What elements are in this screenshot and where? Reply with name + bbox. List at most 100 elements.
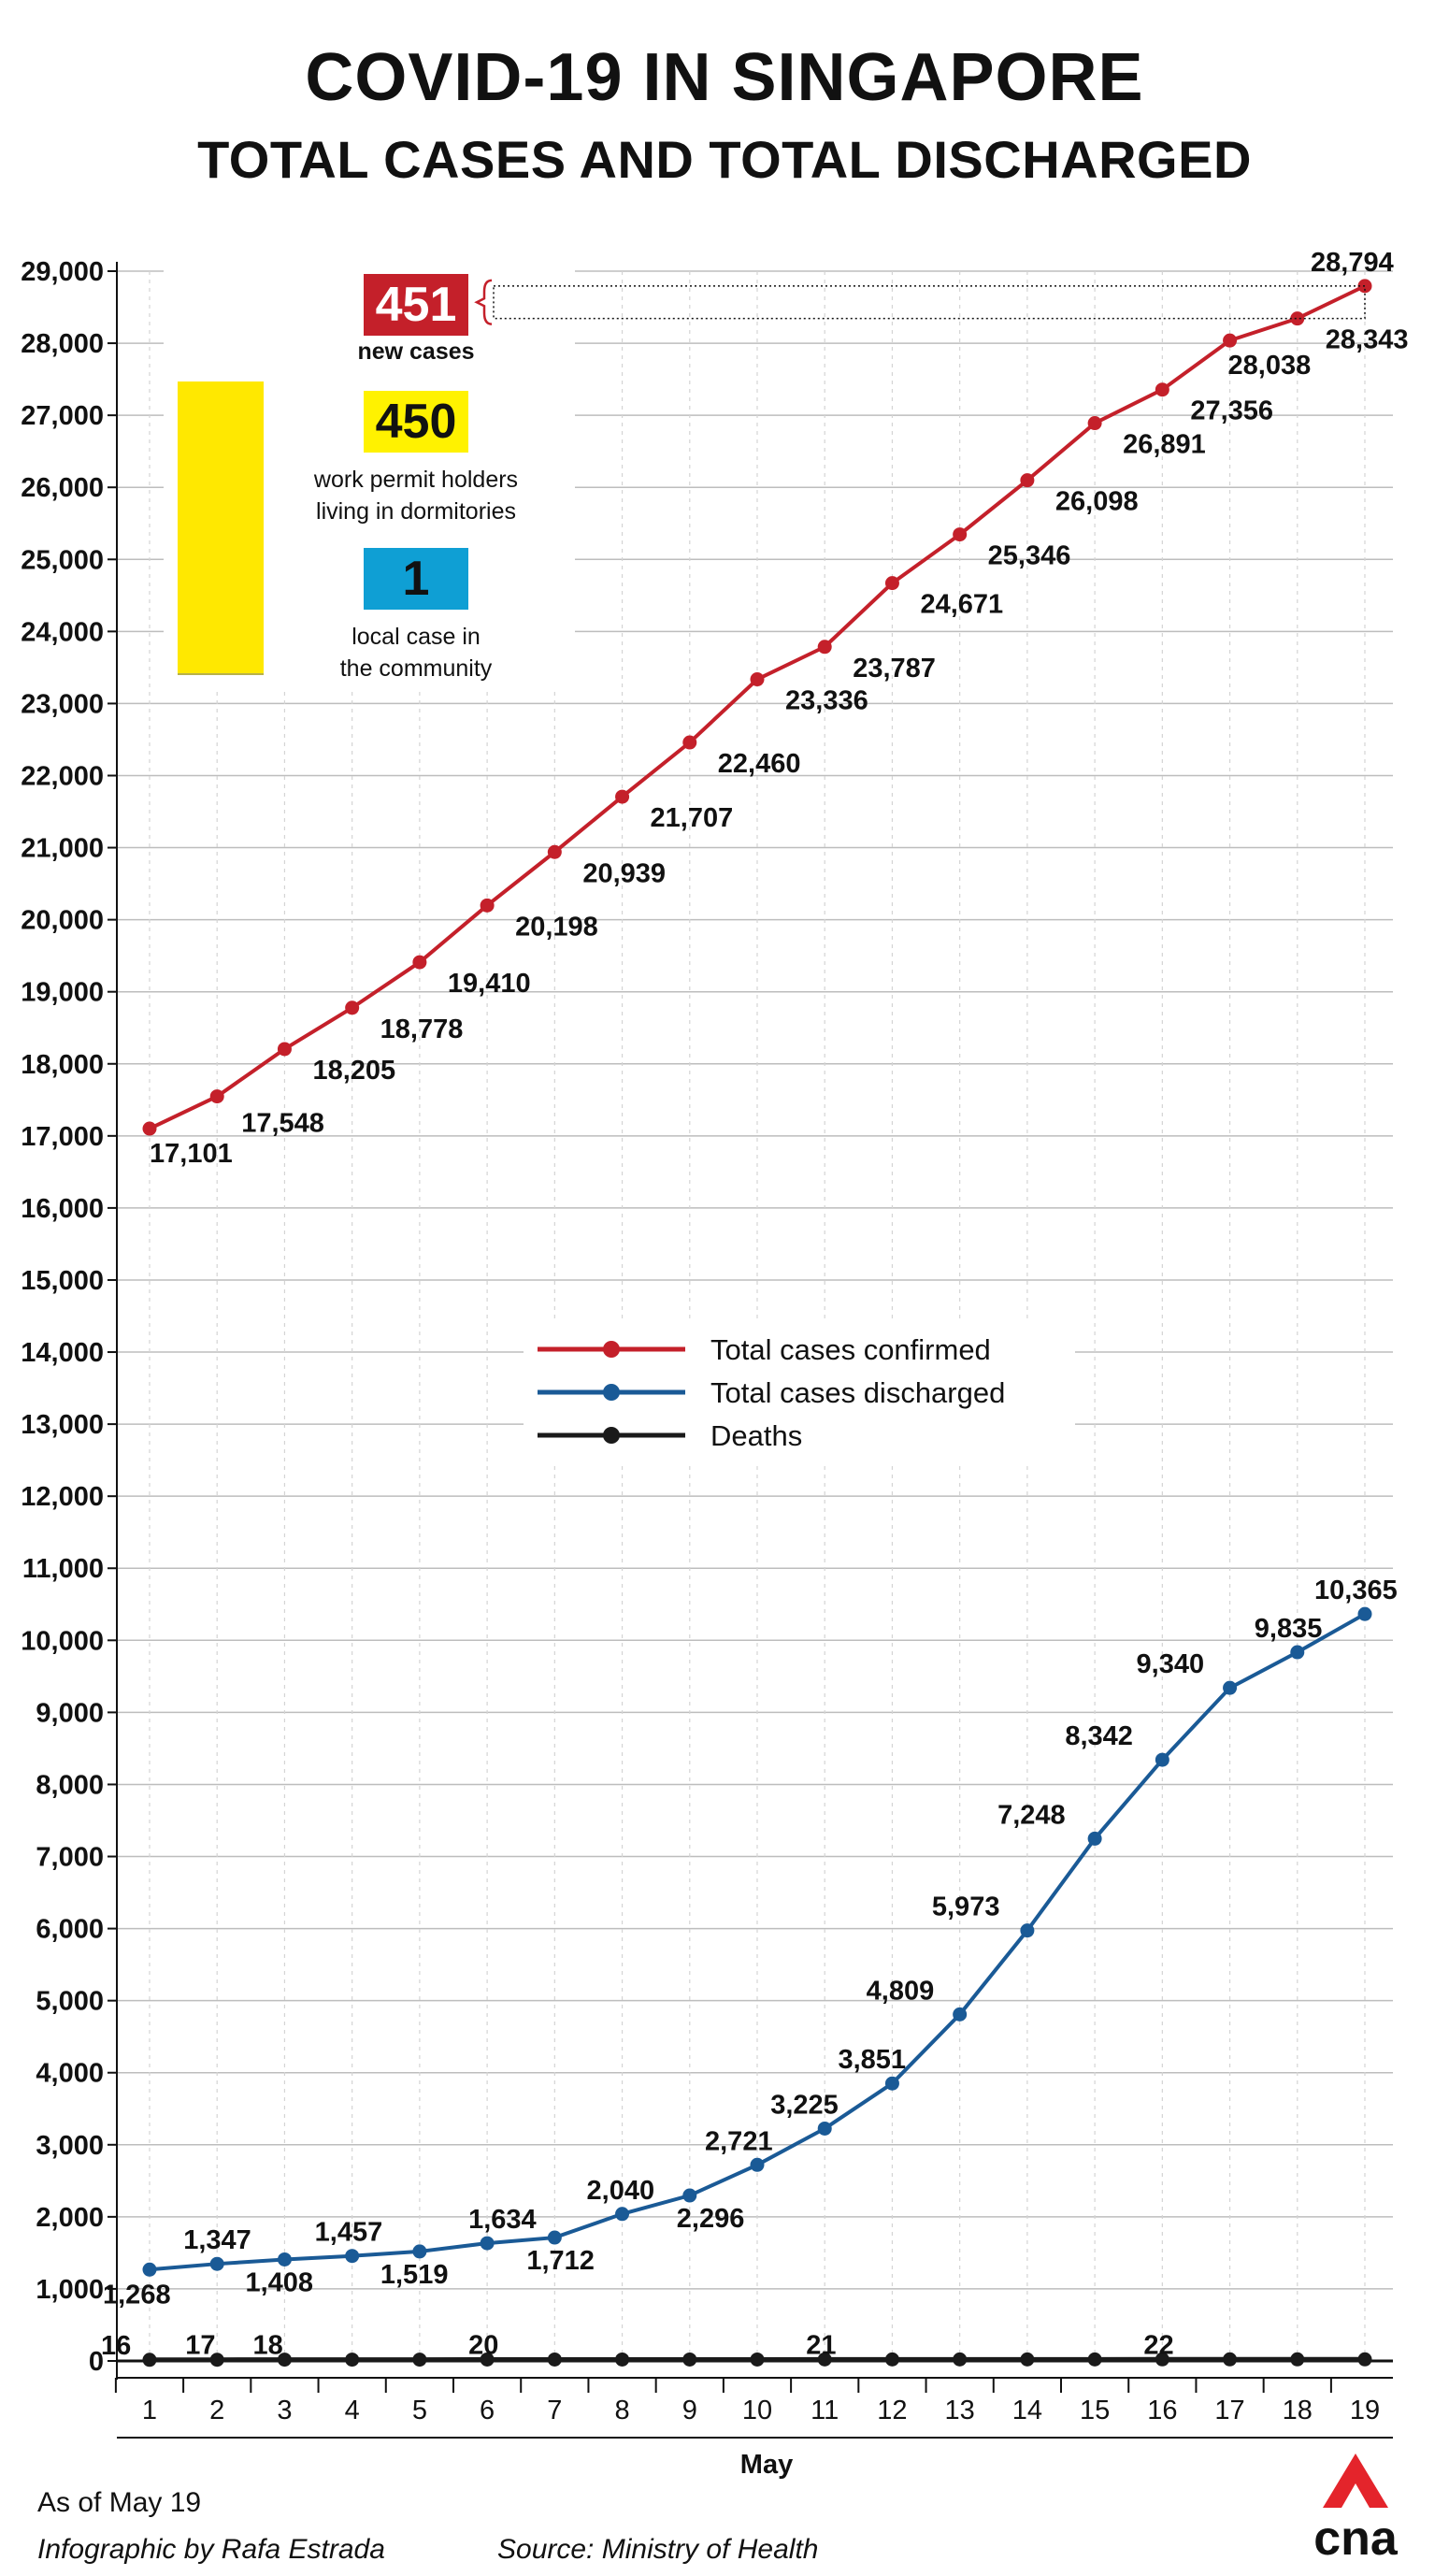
- y-tick-label: 24,000: [21, 617, 104, 647]
- data-label: 4,809: [867, 1976, 935, 2006]
- new-cases-bracket: [474, 279, 1366, 325]
- data-label: 26,891: [1123, 430, 1206, 460]
- x-tick-label: 19: [1350, 2396, 1380, 2425]
- data-point: [1357, 2352, 1372, 2367]
- x-tick-label: 6: [480, 2396, 495, 2425]
- y-tick-label: 21,000: [21, 834, 104, 864]
- data-point: [209, 2256, 224, 2271]
- data-source: Source: Ministry of Health: [497, 2534, 819, 2565]
- y-tick-label: 17,000: [21, 1122, 104, 1152]
- legend-marker: [603, 1384, 620, 1401]
- legend-marker: [603, 1341, 620, 1358]
- community-caption-line1: local case in: [351, 624, 481, 650]
- infographic-credit: Infographic by Rafa Estrada: [37, 2534, 385, 2565]
- data-label: 18: [252, 2331, 282, 2361]
- data-point: [277, 2252, 292, 2267]
- x-tick-label: 8: [614, 2396, 629, 2425]
- y-tick-label: 23,000: [21, 689, 104, 719]
- y-tick-label: 26,000: [21, 473, 104, 503]
- data-label: 21: [806, 2330, 836, 2360]
- x-tick-label: 4: [345, 2396, 360, 2425]
- y-tick-label: 9,000: [36, 1698, 104, 1728]
- community-cases-badge: 1: [364, 548, 468, 610]
- data-point: [884, 576, 899, 591]
- data-labels: 17,101 17,548 18,205 18,778 19,410 20,198 20,9…: [101, 248, 1408, 2361]
- data-point: [1290, 311, 1305, 326]
- data-point: [142, 2353, 157, 2367]
- data-point: [615, 2352, 630, 2367]
- y-tick-label: 13,000: [21, 1410, 104, 1440]
- x-tick-label: 17: [1214, 2396, 1244, 2425]
- data-point: [412, 955, 427, 970]
- y-tick-label: 14,000: [21, 1338, 104, 1368]
- data-point: [750, 672, 765, 687]
- data-point: [884, 2076, 899, 2091]
- data-point: [1020, 473, 1035, 488]
- data-label: 1,457: [315, 2218, 383, 2248]
- data-point: [142, 2262, 157, 2277]
- data-point: [547, 844, 562, 859]
- data-point: [480, 898, 495, 913]
- data-label: 17,101: [150, 1139, 233, 1169]
- y-tick-label: 28,000: [21, 329, 104, 359]
- data-label: 1,712: [526, 2246, 595, 2276]
- data-label: 19,410: [448, 969, 531, 999]
- y-tick-label: 7,000: [36, 1843, 104, 1873]
- y-tick-label: 8,000: [36, 1770, 104, 1800]
- legend: Total cases confirmed Total cases dischar…: [538, 1333, 1005, 1452]
- data-point: [1020, 2352, 1035, 2367]
- legend-marker: [603, 1427, 620, 1444]
- y-tick-label: 22,000: [21, 761, 104, 791]
- data-point: [953, 2352, 968, 2367]
- data-label: 1,634: [468, 2205, 537, 2235]
- y-tick-label: 4,000: [36, 2059, 104, 2089]
- y-tick-label: 5,000: [36, 1987, 104, 2017]
- data-label: 23,336: [785, 686, 868, 716]
- data-label: 1,347: [183, 2225, 251, 2255]
- y-tick-label: 20,000: [21, 906, 104, 936]
- data-label: 24,671: [920, 590, 1003, 620]
- x-axis-label: May: [740, 2450, 793, 2480]
- data-label: 17: [185, 2331, 215, 2361]
- x-tick-label: 3: [277, 2396, 292, 2425]
- data-label: 8,342: [1065, 1721, 1133, 1751]
- data-label: 26,098: [1055, 487, 1139, 517]
- y-tick-label: 2,000: [36, 2203, 104, 2233]
- data-point: [1223, 2352, 1238, 2367]
- data-point: [1087, 416, 1102, 431]
- data-label: 3,851: [838, 2045, 906, 2075]
- data-point: [1290, 2352, 1305, 2367]
- x-tick-label: 18: [1283, 2396, 1313, 2425]
- dormitory-cases-badge: 450: [364, 391, 468, 453]
- data-label: 18,205: [312, 1056, 395, 1086]
- data-label: 9,340: [1137, 1649, 1205, 1679]
- x-tick-label: 5: [412, 2396, 427, 2425]
- data-label: 25,346: [988, 541, 1071, 571]
- dormitory-caption-line2: living in dormitories: [316, 498, 516, 525]
- y-tick-label: 18,000: [21, 1050, 104, 1080]
- data-label: 7,248: [997, 1800, 1066, 1830]
- y-tick-label: 6,000: [36, 1915, 104, 1945]
- data-point: [1087, 1831, 1102, 1846]
- data-label: 2,040: [587, 2176, 655, 2206]
- data-point: [1087, 2352, 1102, 2367]
- y-tick-label: 16,000: [21, 1194, 104, 1224]
- y-tick-label: 29,000: [21, 257, 104, 287]
- legend-entry: Deaths: [710, 1419, 802, 1452]
- data-point: [209, 2353, 224, 2367]
- y-tick-label: 10,000: [21, 1626, 104, 1656]
- data-label: 22: [1143, 2330, 1173, 2360]
- data-point: [480, 2236, 495, 2251]
- curly-brace-icon: [474, 279, 493, 325]
- data-point: [209, 1089, 224, 1104]
- data-label: 16: [101, 2331, 131, 2361]
- data-label: 23,787: [853, 654, 936, 684]
- chart-title: COVID-19 IN SINGAPORE: [305, 40, 1144, 115]
- dormitory-cases-bar: [178, 381, 264, 675]
- x-tick-label: 2: [209, 2396, 224, 2425]
- data-point: [1357, 1606, 1372, 1621]
- x-tick-label: 13: [945, 2396, 975, 2425]
- x-tick-label: 10: [742, 2396, 772, 2425]
- axes: 0 1,000 2,000 3,000 4,000 5,000 6,000 7,000 8,00…: [21, 257, 1393, 2480]
- new-cases-badge: 451: [364, 274, 468, 336]
